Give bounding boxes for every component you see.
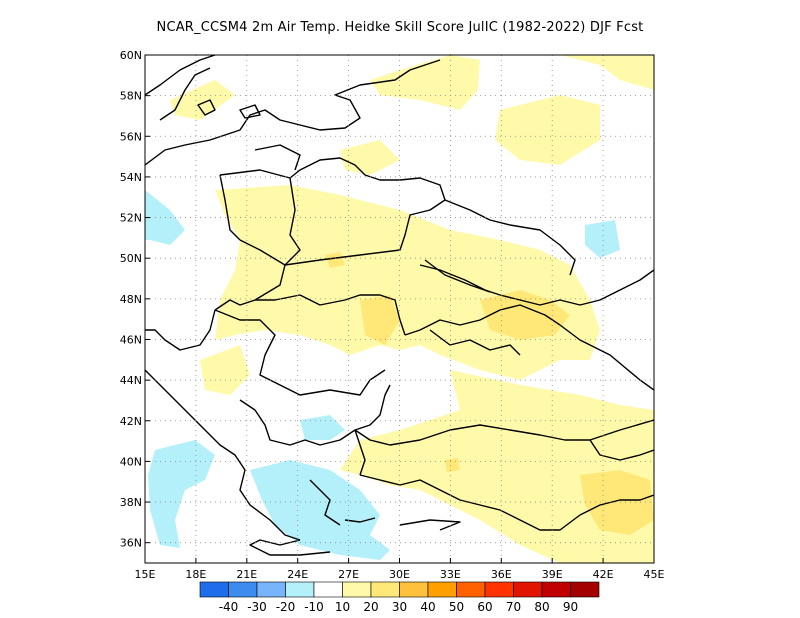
lon-tick-label: 21E xyxy=(236,568,257,581)
lat-tick-label: 40N xyxy=(120,455,142,468)
colorbar-swatch xyxy=(256,581,286,598)
colorbar-label: 50 xyxy=(449,600,464,614)
colorbar-label: 60 xyxy=(477,600,492,614)
lat-tick-label: 36N xyxy=(120,537,142,550)
lat-tick-label: 48N xyxy=(120,293,142,306)
colorbar-swatch xyxy=(484,581,514,598)
colorbar-label: 20 xyxy=(363,600,378,614)
lon-tick-label: 45E xyxy=(644,568,665,581)
colorbar-label: 10 xyxy=(335,600,350,614)
lat-tick-label: 42N xyxy=(120,415,142,428)
colorbar-label: -40 xyxy=(219,600,239,614)
colorbar-label: -10 xyxy=(304,600,324,614)
lon-tick-label: 27E xyxy=(338,568,359,581)
colorbar-swatch xyxy=(456,581,486,598)
positive-skill-shading xyxy=(170,55,654,563)
lon-tick-label: 24E xyxy=(287,568,308,581)
colorbar: -40 -30 -20 -10 10 20 30 40 50 60 70 80 90 xyxy=(199,581,600,614)
lat-tick-label: 38N xyxy=(120,496,142,509)
colorbar-label: -30 xyxy=(247,600,267,614)
lat-tick-label: 60N xyxy=(120,49,142,62)
lon-tick-label: 36E xyxy=(491,568,512,581)
lon-tick-label: 18E xyxy=(185,568,206,581)
lon-tick-label: 33E xyxy=(440,568,461,581)
colorbar-swatch xyxy=(399,581,429,598)
colorbar-label: 70 xyxy=(506,600,521,614)
lon-tick-label: 39E xyxy=(542,568,563,581)
map-field xyxy=(145,55,654,563)
colorbar-swatch xyxy=(199,581,229,598)
colorbar-swatch xyxy=(513,581,543,598)
lat-tick-label: 46N xyxy=(120,333,142,346)
colorbar-swatch xyxy=(370,581,400,598)
lon-tick-label: 30E xyxy=(389,568,410,581)
lon-tick-label: 42E xyxy=(593,568,614,581)
colorbar-swatch xyxy=(342,581,372,598)
colorbar-swatch xyxy=(541,581,571,598)
colorbar-swatch xyxy=(570,581,600,598)
colorbar-label: 30 xyxy=(392,600,407,614)
colorbar-swatch xyxy=(285,581,315,598)
lat-tick-label: 56N xyxy=(120,130,142,143)
colorbar-swatch xyxy=(313,581,343,598)
map-title: NCAR_CCSM4 2m Air Temp. Heidke Skill Sco… xyxy=(156,20,644,35)
colorbar-swatch xyxy=(228,581,258,598)
axis-ticks: 15E 18E 21E 24E 27E 30E 33E 36E 39E 42E 45E 60N 58N 5… xyxy=(120,49,665,581)
colorbar-label: -20 xyxy=(276,600,296,614)
lat-tick-label: 44N xyxy=(120,374,142,387)
lon-tick-label: 15E xyxy=(135,568,156,581)
lat-tick-label: 54N xyxy=(120,171,142,184)
lat-tick-label: 50N xyxy=(120,252,142,265)
colorbar-label: 90 xyxy=(563,600,578,614)
lat-tick-label: 58N xyxy=(120,90,142,103)
colorbar-label: 80 xyxy=(534,600,549,614)
colorbar-label: 40 xyxy=(420,600,435,614)
colorbar-swatch xyxy=(427,581,457,598)
lat-tick-label: 52N xyxy=(120,212,142,225)
